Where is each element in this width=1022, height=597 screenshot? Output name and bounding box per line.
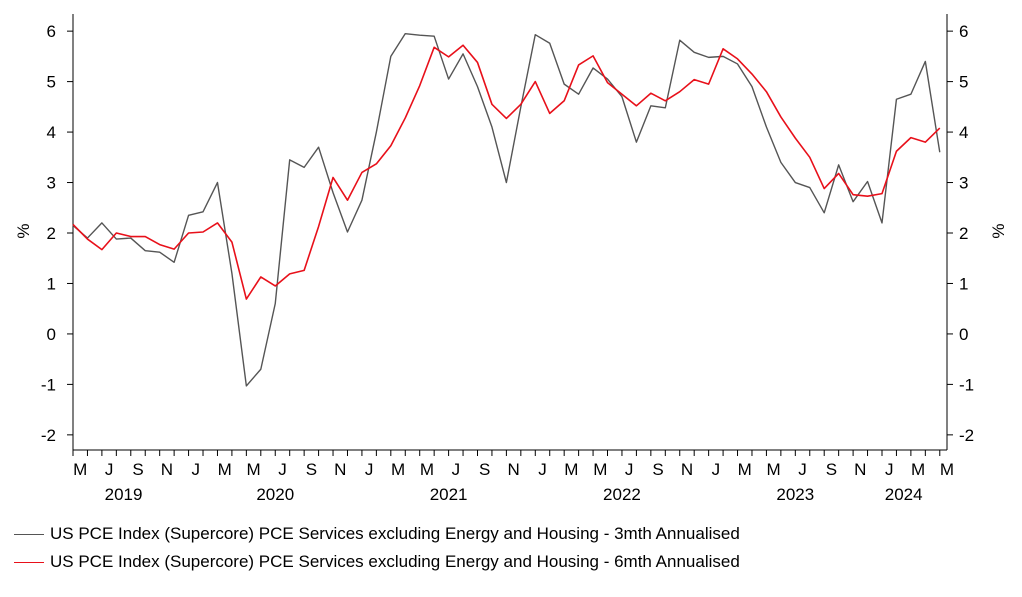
x-month-label: M bbox=[246, 460, 260, 479]
x-month-label: S bbox=[132, 460, 143, 479]
x-month-label: M bbox=[911, 460, 925, 479]
y-axis-left-title: % bbox=[14, 223, 33, 238]
x-month-label: M bbox=[73, 460, 87, 479]
x-month-label: J bbox=[278, 460, 287, 479]
y-axis-right-title: % bbox=[989, 223, 1008, 238]
legend: US PCE Index (Supercore) PCE Services ex… bbox=[14, 520, 740, 576]
x-month-label: N bbox=[334, 460, 346, 479]
y-tick-label-left: 5 bbox=[47, 73, 56, 92]
x-month-label: M bbox=[940, 460, 954, 479]
y-tick-label-left: 1 bbox=[47, 274, 56, 293]
series-line-3mth bbox=[72, 32, 941, 387]
x-year-label: 2021 bbox=[430, 485, 468, 504]
x-month-label: S bbox=[306, 460, 317, 479]
y-axis-right: -2 -1 0 1 2 3 4 5 6 bbox=[947, 22, 974, 445]
x-month-label: M bbox=[593, 460, 607, 479]
y-tick-label-right: -1 bbox=[959, 375, 974, 394]
legend-item-6mth: US PCE Index (Supercore) PCE Services ex… bbox=[14, 548, 740, 576]
x-year-label: 2020 bbox=[256, 485, 294, 504]
legend-label-3mth: US PCE Index (Supercore) PCE Services ex… bbox=[50, 524, 740, 543]
legend-swatch-6mth bbox=[14, 561, 44, 563]
x-month-label: M bbox=[738, 460, 752, 479]
plot-area bbox=[72, 32, 941, 387]
y-tick-label-left: 2 bbox=[47, 224, 56, 243]
x-month-label: J bbox=[365, 460, 374, 479]
x-month-label: J bbox=[452, 460, 461, 479]
x-month-label: S bbox=[652, 460, 663, 479]
x-year-label: 2024 bbox=[885, 485, 923, 504]
x-month-label: N bbox=[854, 460, 866, 479]
series-line-6mth bbox=[72, 44, 941, 300]
x-month-label: J bbox=[105, 460, 114, 479]
x-month-label: M bbox=[218, 460, 232, 479]
x-month-label: J bbox=[192, 460, 201, 479]
y-tick-label-right: 1 bbox=[959, 274, 968, 293]
x-month-label: J bbox=[625, 460, 634, 479]
x-month-label: M bbox=[391, 460, 405, 479]
y-tick-label-right: 2 bbox=[959, 224, 968, 243]
x-month-label: J bbox=[538, 460, 547, 479]
y-tick-label-left: 3 bbox=[47, 174, 56, 193]
axes bbox=[72, 14, 948, 451]
y-axis-left: -2 -1 0 1 2 3 4 5 6 bbox=[41, 22, 73, 445]
x-year-label: 2019 bbox=[105, 485, 143, 504]
y-tick-label-right: 3 bbox=[959, 174, 968, 193]
x-month-label: N bbox=[161, 460, 173, 479]
x-month-label: M bbox=[420, 460, 434, 479]
y-tick-label-right: 6 bbox=[959, 22, 968, 41]
x-month-label: S bbox=[826, 460, 837, 479]
y-tick-label-left: 6 bbox=[47, 22, 56, 41]
y-tick-label-right: 4 bbox=[959, 123, 968, 142]
y-tick-label-left: -2 bbox=[41, 426, 56, 445]
x-month-label: N bbox=[681, 460, 693, 479]
y-tick-label-left: 4 bbox=[47, 123, 56, 142]
x-month-label: J bbox=[885, 460, 894, 479]
y-tick-label-right: 5 bbox=[959, 73, 968, 92]
legend-label-6mth: US PCE Index (Supercore) PCE Services ex… bbox=[50, 552, 740, 571]
x-month-label: M bbox=[564, 460, 578, 479]
y-tick-label-left: 0 bbox=[47, 325, 56, 344]
legend-item-3mth: US PCE Index (Supercore) PCE Services ex… bbox=[14, 520, 740, 548]
x-year-label: 2023 bbox=[776, 485, 814, 504]
x-month-label: M bbox=[767, 460, 781, 479]
x-month-label: S bbox=[479, 460, 490, 479]
y-tick-label-right: -2 bbox=[959, 426, 974, 445]
legend-swatch-3mth bbox=[14, 533, 44, 535]
x-month-label: J bbox=[712, 460, 721, 479]
x-month-label: J bbox=[798, 460, 807, 479]
x-month-label: N bbox=[507, 460, 519, 479]
y-tick-label-left: -1 bbox=[41, 375, 56, 394]
y-tick-label-right: 0 bbox=[959, 325, 968, 344]
x-year-label: 2022 bbox=[603, 485, 641, 504]
